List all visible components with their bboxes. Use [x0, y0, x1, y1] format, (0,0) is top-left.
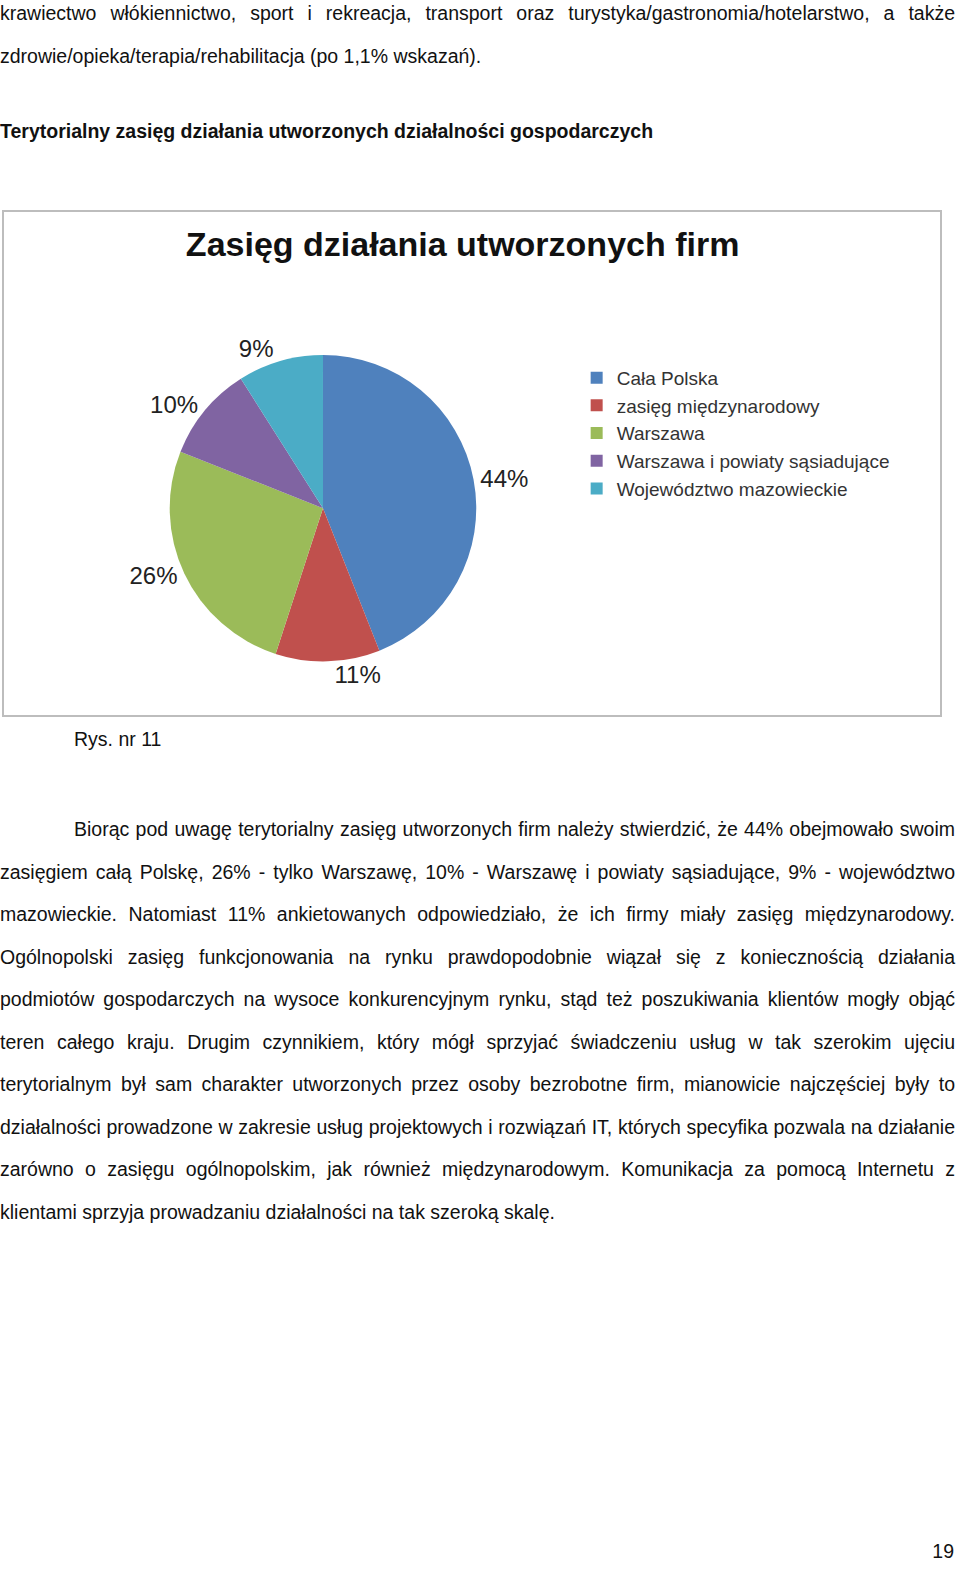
- svg-text:44%: 44%: [480, 465, 528, 492]
- html-text:Terytorialny zasięg działania: Terytorialny zasięg działania utworzonyc…: [0, 120, 654, 142]
- svg-text:zasięg międzynarodowy: zasięg międzynarodowy: [617, 396, 820, 417]
- svg-text:Warszawa i powiaty sąsiadujące: Warszawa i powiaty sąsiadujące: [617, 451, 890, 472]
- html-text:19: 19: [932, 1540, 954, 1562]
- svg-text:Cała Polska: Cała Polska: [617, 368, 719, 389]
- svg-text:26%: 26%: [130, 562, 178, 589]
- svg-text:10%: 10%: [150, 391, 198, 418]
- svg-text:Zasięg działania utworzonych f: Zasięg działania utworzonych firm: [186, 225, 740, 263]
- svg-text:Warszawa: Warszawa: [617, 423, 705, 444]
- html-text:Biorąc pod uwagę terytorialny: Biorąc pod uwagę terytorialny zasięg utw…: [0, 818, 955, 1223]
- html-text:Rys. nr 11: Rys. nr 11: [74, 728, 162, 750]
- html-text:krawiectwo włókiennictwo, spor: krawiectwo włókiennictwo, sport i rekrea…: [0, 2, 955, 67]
- svg-text:11%: 11%: [335, 661, 381, 688]
- svg-text:9%: 9%: [239, 335, 274, 362]
- svg-text:Województwo mazowieckie: Województwo mazowieckie: [617, 479, 848, 500]
